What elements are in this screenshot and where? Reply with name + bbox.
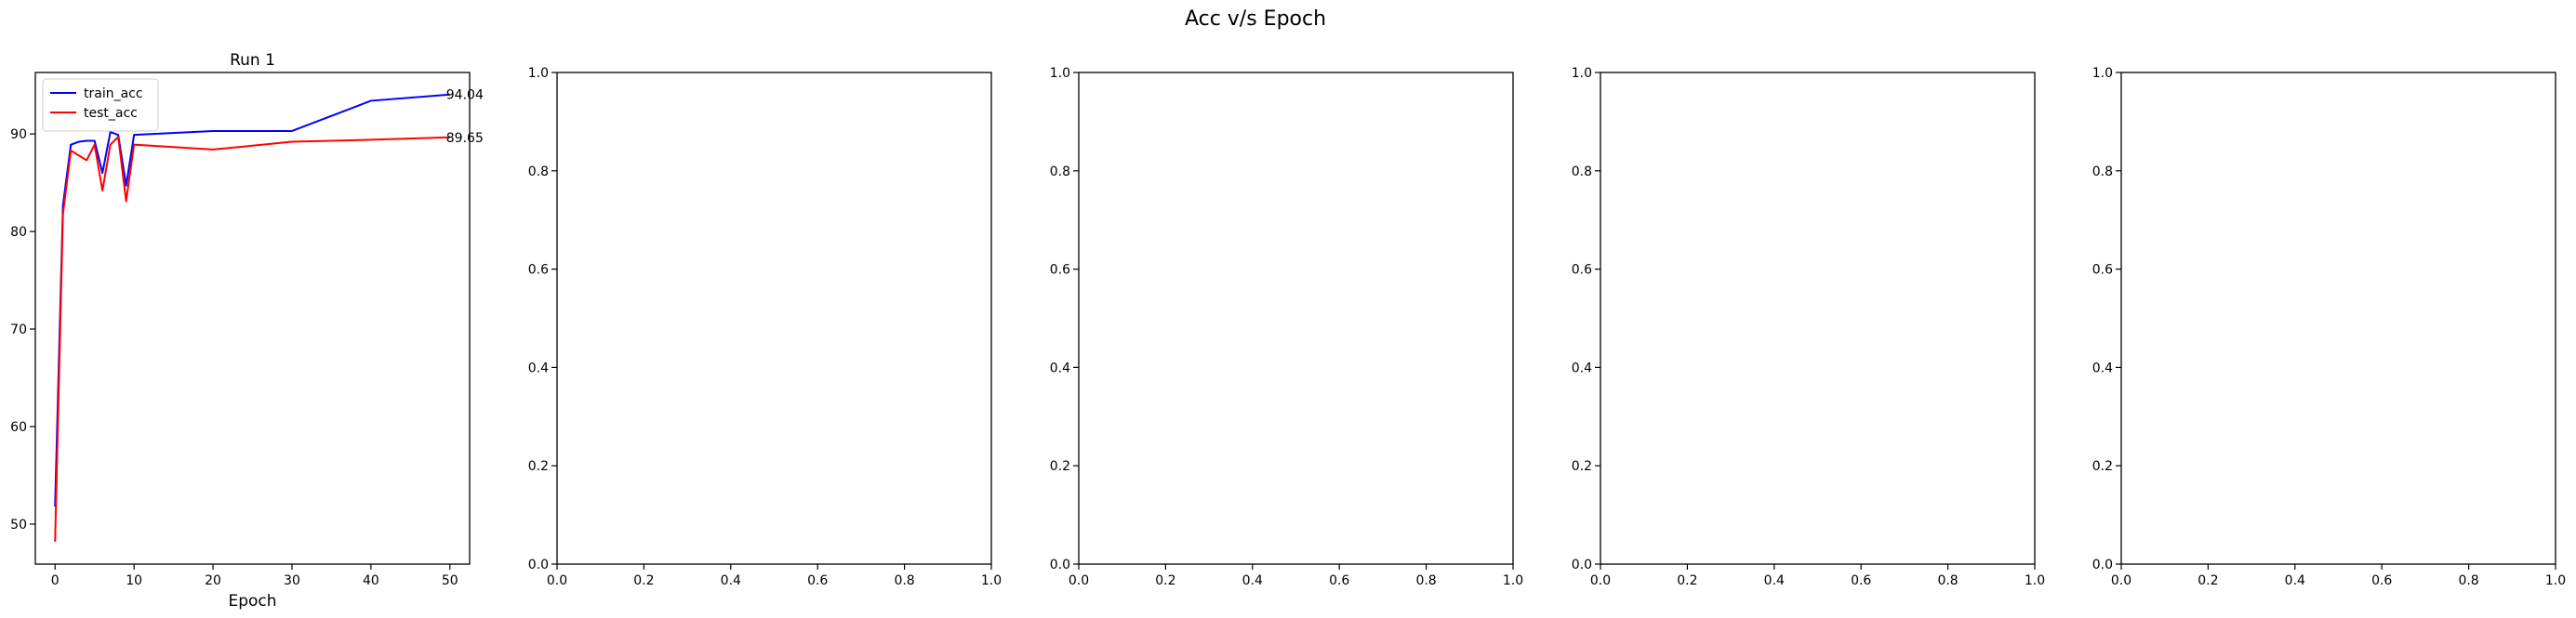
y-tick-label: 1.0 — [1572, 66, 1592, 81]
subplot-panels: 0 10 20 30 40 50 50 60 70 80 90 Run 1 Epoch 94.04 89.6… — [10, 51, 2566, 611]
y-tick-label: 0.4 — [2092, 361, 2113, 375]
x-tick-label: 0.4 — [1242, 573, 1263, 588]
y-tick-label: 0.6 — [1572, 263, 1592, 278]
end-value-label-train_acc: 94.04 — [446, 88, 484, 103]
y-tick-label: 0.2 — [1050, 459, 1070, 474]
y-tick-label: 0.0 — [528, 558, 549, 572]
x-tick-label: 30 — [284, 573, 300, 588]
y-tick-label: 0.4 — [1572, 361, 1592, 375]
x-tick-label: 0.0 — [1590, 573, 1611, 588]
subplot-4: 0.0 0.2 0.4 0.6 0.8 1.0 0.0 0.2 0.4 0.6 0.8 1.0 — [1572, 66, 2045, 588]
subplot-title: Run 1 — [230, 51, 275, 70]
legend-entry-train_acc: train_acc — [84, 86, 143, 101]
x-tick-label: 0.8 — [1937, 573, 1958, 588]
x-tick-label: 0.4 — [721, 573, 741, 588]
x-tick-label: 0.4 — [2285, 573, 2305, 588]
axes-frame — [1600, 72, 2036, 565]
y-tick-label: 60 — [10, 420, 27, 435]
x-tick-label: 50 — [442, 573, 458, 588]
x-tick-label: 0.4 — [1764, 573, 1785, 588]
y-tick-label: 90 — [10, 127, 27, 142]
x-tick-label: 0.6 — [1329, 573, 1349, 588]
series-line-train_acc — [54, 93, 450, 507]
x-tick-label: 0.2 — [1155, 573, 1175, 588]
y-tick-label: 1.0 — [1050, 66, 1070, 81]
subplot-5: 0.0 0.2 0.4 0.6 0.8 1.0 0.0 0.2 0.4 0.6 0.8 1.0 — [2092, 66, 2566, 588]
x-tick-label: 0.0 — [547, 573, 567, 588]
y-tick-label: 80 — [10, 225, 27, 240]
series-line-test_acc — [54, 136, 450, 542]
axes-frame — [556, 72, 992, 565]
y-tick-label: 0.0 — [1050, 558, 1070, 572]
y-tick-label: 0.6 — [1050, 263, 1070, 278]
subplot-1: 0 10 20 30 40 50 50 60 70 80 90 Run 1 Epoch 94.04 89.6… — [10, 51, 484, 611]
end-value-label-test_acc: 89.65 — [446, 131, 484, 146]
figure-suptitle: Acc v/s Epoch — [1185, 7, 1326, 31]
x-tick-label: 0.2 — [2198, 573, 2218, 588]
x-tick-label: 20 — [205, 573, 221, 588]
y-tick-label: 0.0 — [1572, 558, 1592, 572]
y-tick-label: 0.2 — [1572, 459, 1592, 474]
legend-entry-test_acc: test_acc — [84, 106, 138, 121]
y-tick-label: 0.6 — [2092, 263, 2113, 278]
x-tick-label: 0 — [51, 573, 60, 588]
y-tick-label: 0.2 — [528, 459, 549, 474]
y-tick-label: 0.8 — [2092, 164, 2113, 179]
axes-frame — [1078, 72, 1514, 565]
x-tick-label: 0.0 — [2111, 573, 2131, 588]
y-tick-label: 0.8 — [528, 164, 549, 179]
x-tick-label: 0.6 — [1851, 573, 1871, 588]
y-tick-label: 0.8 — [1050, 164, 1070, 179]
x-tick-label: 1.0 — [2025, 573, 2045, 588]
x-tick-label: 0.2 — [1677, 573, 1697, 588]
y-tick-label: 50 — [10, 518, 27, 533]
x-tick-label: 1.0 — [2545, 573, 2566, 588]
y-tick-label: 1.0 — [2092, 66, 2113, 81]
y-tick-label: 0.4 — [528, 361, 549, 375]
y-tick-label: 0.2 — [2092, 459, 2113, 474]
y-tick-label: 0.4 — [1050, 361, 1070, 375]
x-tick-label: 10 — [126, 573, 142, 588]
x-tick-label: 1.0 — [981, 573, 1002, 588]
y-tick-label: 1.0 — [528, 66, 549, 81]
x-tick-label: 0.8 — [2458, 573, 2478, 588]
axes-frame — [34, 72, 471, 565]
x-tick-label: 40 — [363, 573, 379, 588]
subplot-2: 0.0 0.2 0.4 0.6 0.8 1.0 0.0 0.2 0.4 0.6 0.8 1.0 — [528, 66, 1002, 588]
x-tick-label: 0.6 — [2371, 573, 2392, 588]
x-tick-label: 0.8 — [1415, 573, 1436, 588]
y-tick-label: 0.8 — [1572, 164, 1592, 179]
axes-frame — [2120, 72, 2556, 565]
subplot-3: 0.0 0.2 0.4 0.6 0.8 1.0 0.0 0.2 0.4 0.6 0.8 1.0 — [1050, 66, 1523, 588]
x-axis-label: Epoch — [228, 592, 276, 611]
x-tick-label: 0.8 — [894, 573, 914, 588]
y-tick-label: 70 — [10, 322, 27, 337]
y-tick-label: 0.0 — [2092, 558, 2113, 572]
x-tick-label: 0.0 — [1069, 573, 1089, 588]
y-tick-label: 0.6 — [528, 263, 549, 278]
x-tick-label: 0.6 — [807, 573, 828, 588]
x-tick-label: 1.0 — [1503, 573, 1523, 588]
x-tick-label: 0.2 — [633, 573, 654, 588]
